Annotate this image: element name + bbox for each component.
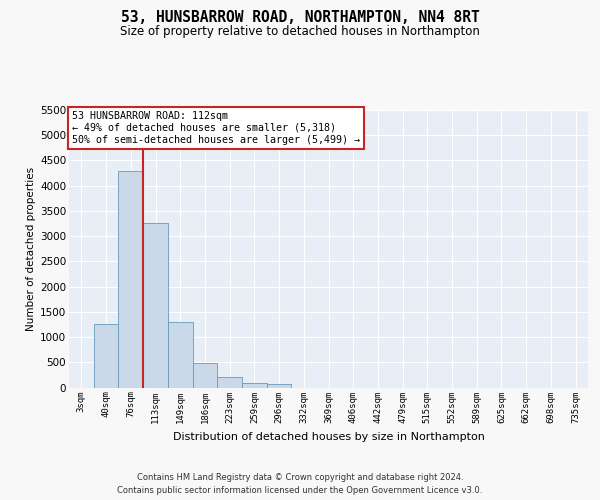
Bar (242, 383, 267, 388)
Text: 53 HUNSBARROW ROAD: 112sqm
← 49% of detached houses are smaller (5,318)
50% of s: 53 HUNSBARROW ROAD: 112sqm ← 49% of deta… (71, 112, 359, 144)
Bar (193, 363, 217, 388)
Bar (118, 170, 143, 388)
Bar (94, 324, 118, 388)
Bar (217, 378, 242, 388)
Text: 53, HUNSBARROW ROAD, NORTHAMPTON, NN4 8RT: 53, HUNSBARROW ROAD, NORTHAMPTON, NN4 8R… (121, 10, 479, 25)
Text: Size of property relative to detached houses in Northampton: Size of property relative to detached ho… (120, 25, 480, 38)
Bar (143, 222, 168, 388)
Text: Contains HM Land Registry data © Crown copyright and database right 2024.: Contains HM Land Registry data © Crown c… (137, 472, 463, 482)
Bar (168, 322, 193, 388)
Text: Distribution of detached houses by size in Northampton: Distribution of detached houses by size … (173, 432, 485, 442)
Y-axis label: Number of detached properties: Number of detached properties (26, 166, 36, 331)
Text: Contains public sector information licensed under the Open Government Licence v3: Contains public sector information licen… (118, 486, 482, 495)
Bar (267, 384, 292, 388)
